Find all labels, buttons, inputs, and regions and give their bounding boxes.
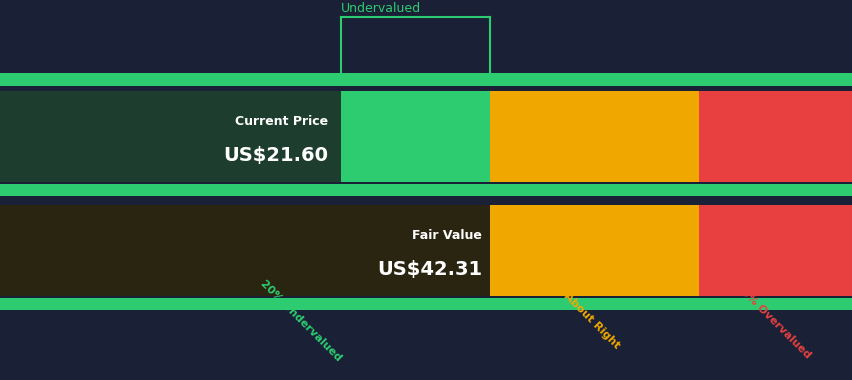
Bar (0, 205, 490, 296)
Text: US$21.60: US$21.60 (223, 146, 328, 165)
Bar (699, 91, 852, 182)
Bar (0, 205, 490, 296)
Bar (0, 184, 852, 196)
Bar (699, 205, 852, 296)
Bar (0, 91, 490, 182)
Bar (0, 73, 852, 86)
Text: 20% Undervalued: 20% Undervalued (258, 279, 343, 363)
Text: About Right: About Right (561, 291, 620, 351)
Text: 48.9%: 48.9% (341, 0, 408, 4)
Text: Current Price: Current Price (235, 115, 328, 128)
Bar (0, 298, 852, 310)
Text: US$42.31: US$42.31 (377, 260, 481, 279)
Bar (0, 91, 341, 182)
Bar (490, 91, 699, 182)
Text: Undervalued: Undervalued (341, 2, 421, 15)
Bar (490, 205, 699, 296)
Text: 20% Overvalued: 20% Overvalued (733, 281, 811, 360)
Text: Fair Value: Fair Value (412, 229, 481, 242)
